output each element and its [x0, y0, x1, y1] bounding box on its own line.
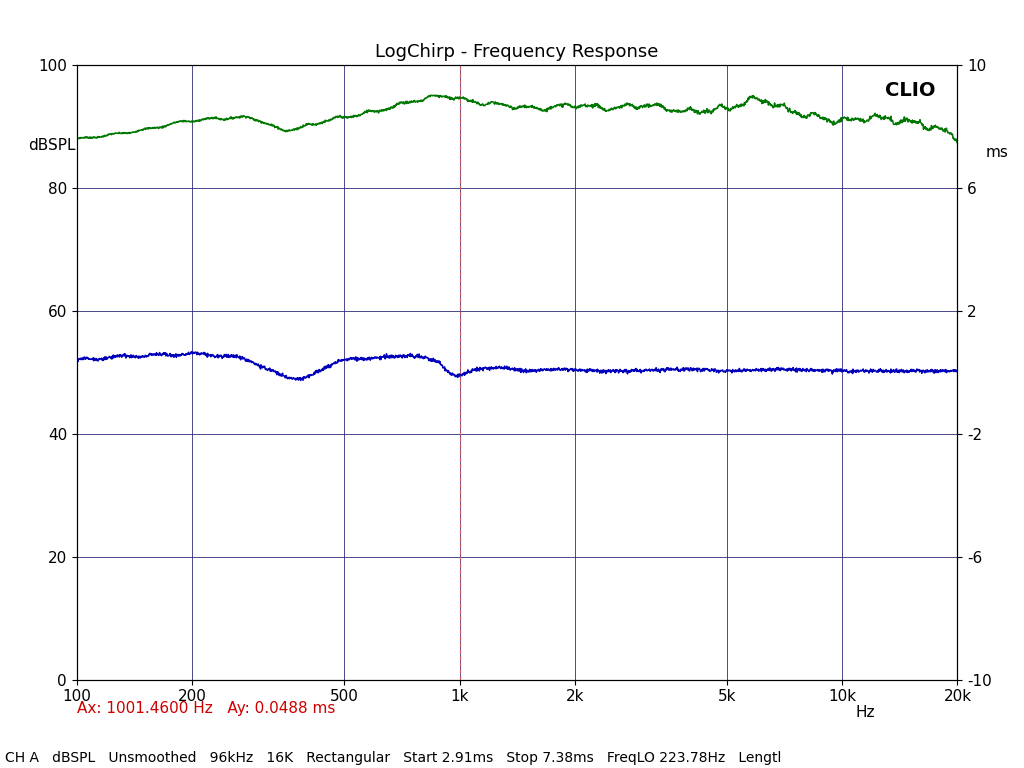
Text: CLIO: CLIO — [885, 81, 936, 100]
Title: LogChirp - Frequency Response: LogChirp - Frequency Response — [376, 43, 658, 61]
Text: Ax: 1001.4600 Hz   Ay: 0.0488 ms: Ax: 1001.4600 Hz Ay: 0.0488 ms — [77, 700, 335, 716]
Y-axis label: ms: ms — [986, 145, 1009, 161]
Text: dBSPL: dBSPL — [29, 137, 76, 153]
Text: Hz: Hz — [855, 706, 874, 720]
Text: CH A   dBSPL   Unsmoothed   96kHz   16K   Rectangular   Start 2.91ms   Stop 7.38: CH A dBSPL Unsmoothed 96kHz 16K Rectangu… — [5, 751, 781, 765]
